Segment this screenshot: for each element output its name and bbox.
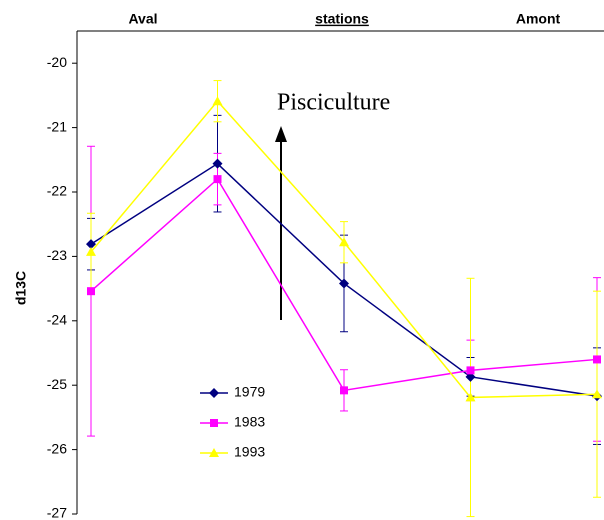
point [465, 392, 476, 402]
y-tick-label: -22 [47, 183, 67, 199]
point [87, 287, 95, 296]
arrow-head [275, 126, 287, 142]
point [212, 158, 223, 169]
annotation: Pisciculture [277, 90, 390, 116]
y-tick-label: -26 [47, 440, 67, 456]
y-tick-label: -25 [47, 376, 67, 392]
y-tick-label: -24 [47, 312, 67, 328]
header-label: Aval [128, 11, 157, 27]
point [466, 366, 475, 375]
header-label: Amont [516, 11, 561, 27]
point [86, 239, 96, 250]
point [592, 389, 602, 399]
y-tick-label: -21 [47, 118, 67, 134]
legend-label: 1979 [234, 384, 265, 400]
point [212, 96, 223, 106]
y-axis-label: d13C [13, 271, 29, 305]
y-tick-label: -20 [47, 54, 67, 70]
point [593, 355, 601, 364]
point [86, 246, 96, 256]
point [339, 278, 349, 289]
point [339, 237, 349, 247]
point [213, 175, 222, 184]
legend-label: 1993 [234, 444, 265, 460]
y-tick-label: -27 [47, 505, 67, 520]
point [340, 386, 348, 395]
legend-marker [209, 388, 219, 398]
legend-label: 1983 [234, 414, 265, 430]
legend-marker [209, 448, 219, 457]
header-label: stations [315, 11, 369, 27]
legend-marker [210, 419, 218, 427]
y-tick-label: -23 [47, 247, 67, 263]
